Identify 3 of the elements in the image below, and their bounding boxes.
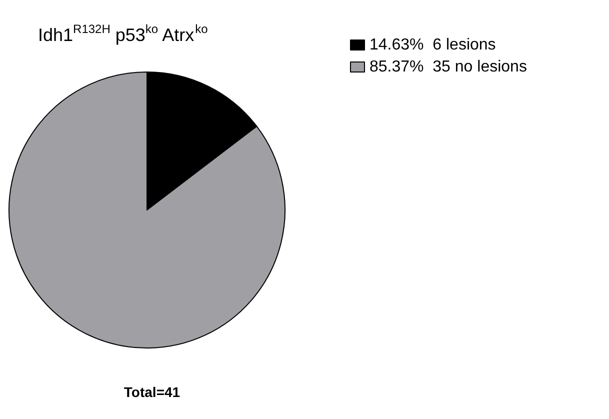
legend-label: 85.37% 35 no lesions <box>370 58 527 76</box>
text: Total=41 <box>124 384 180 400</box>
legend-label: 14.63% 6 lesions <box>370 36 496 54</box>
